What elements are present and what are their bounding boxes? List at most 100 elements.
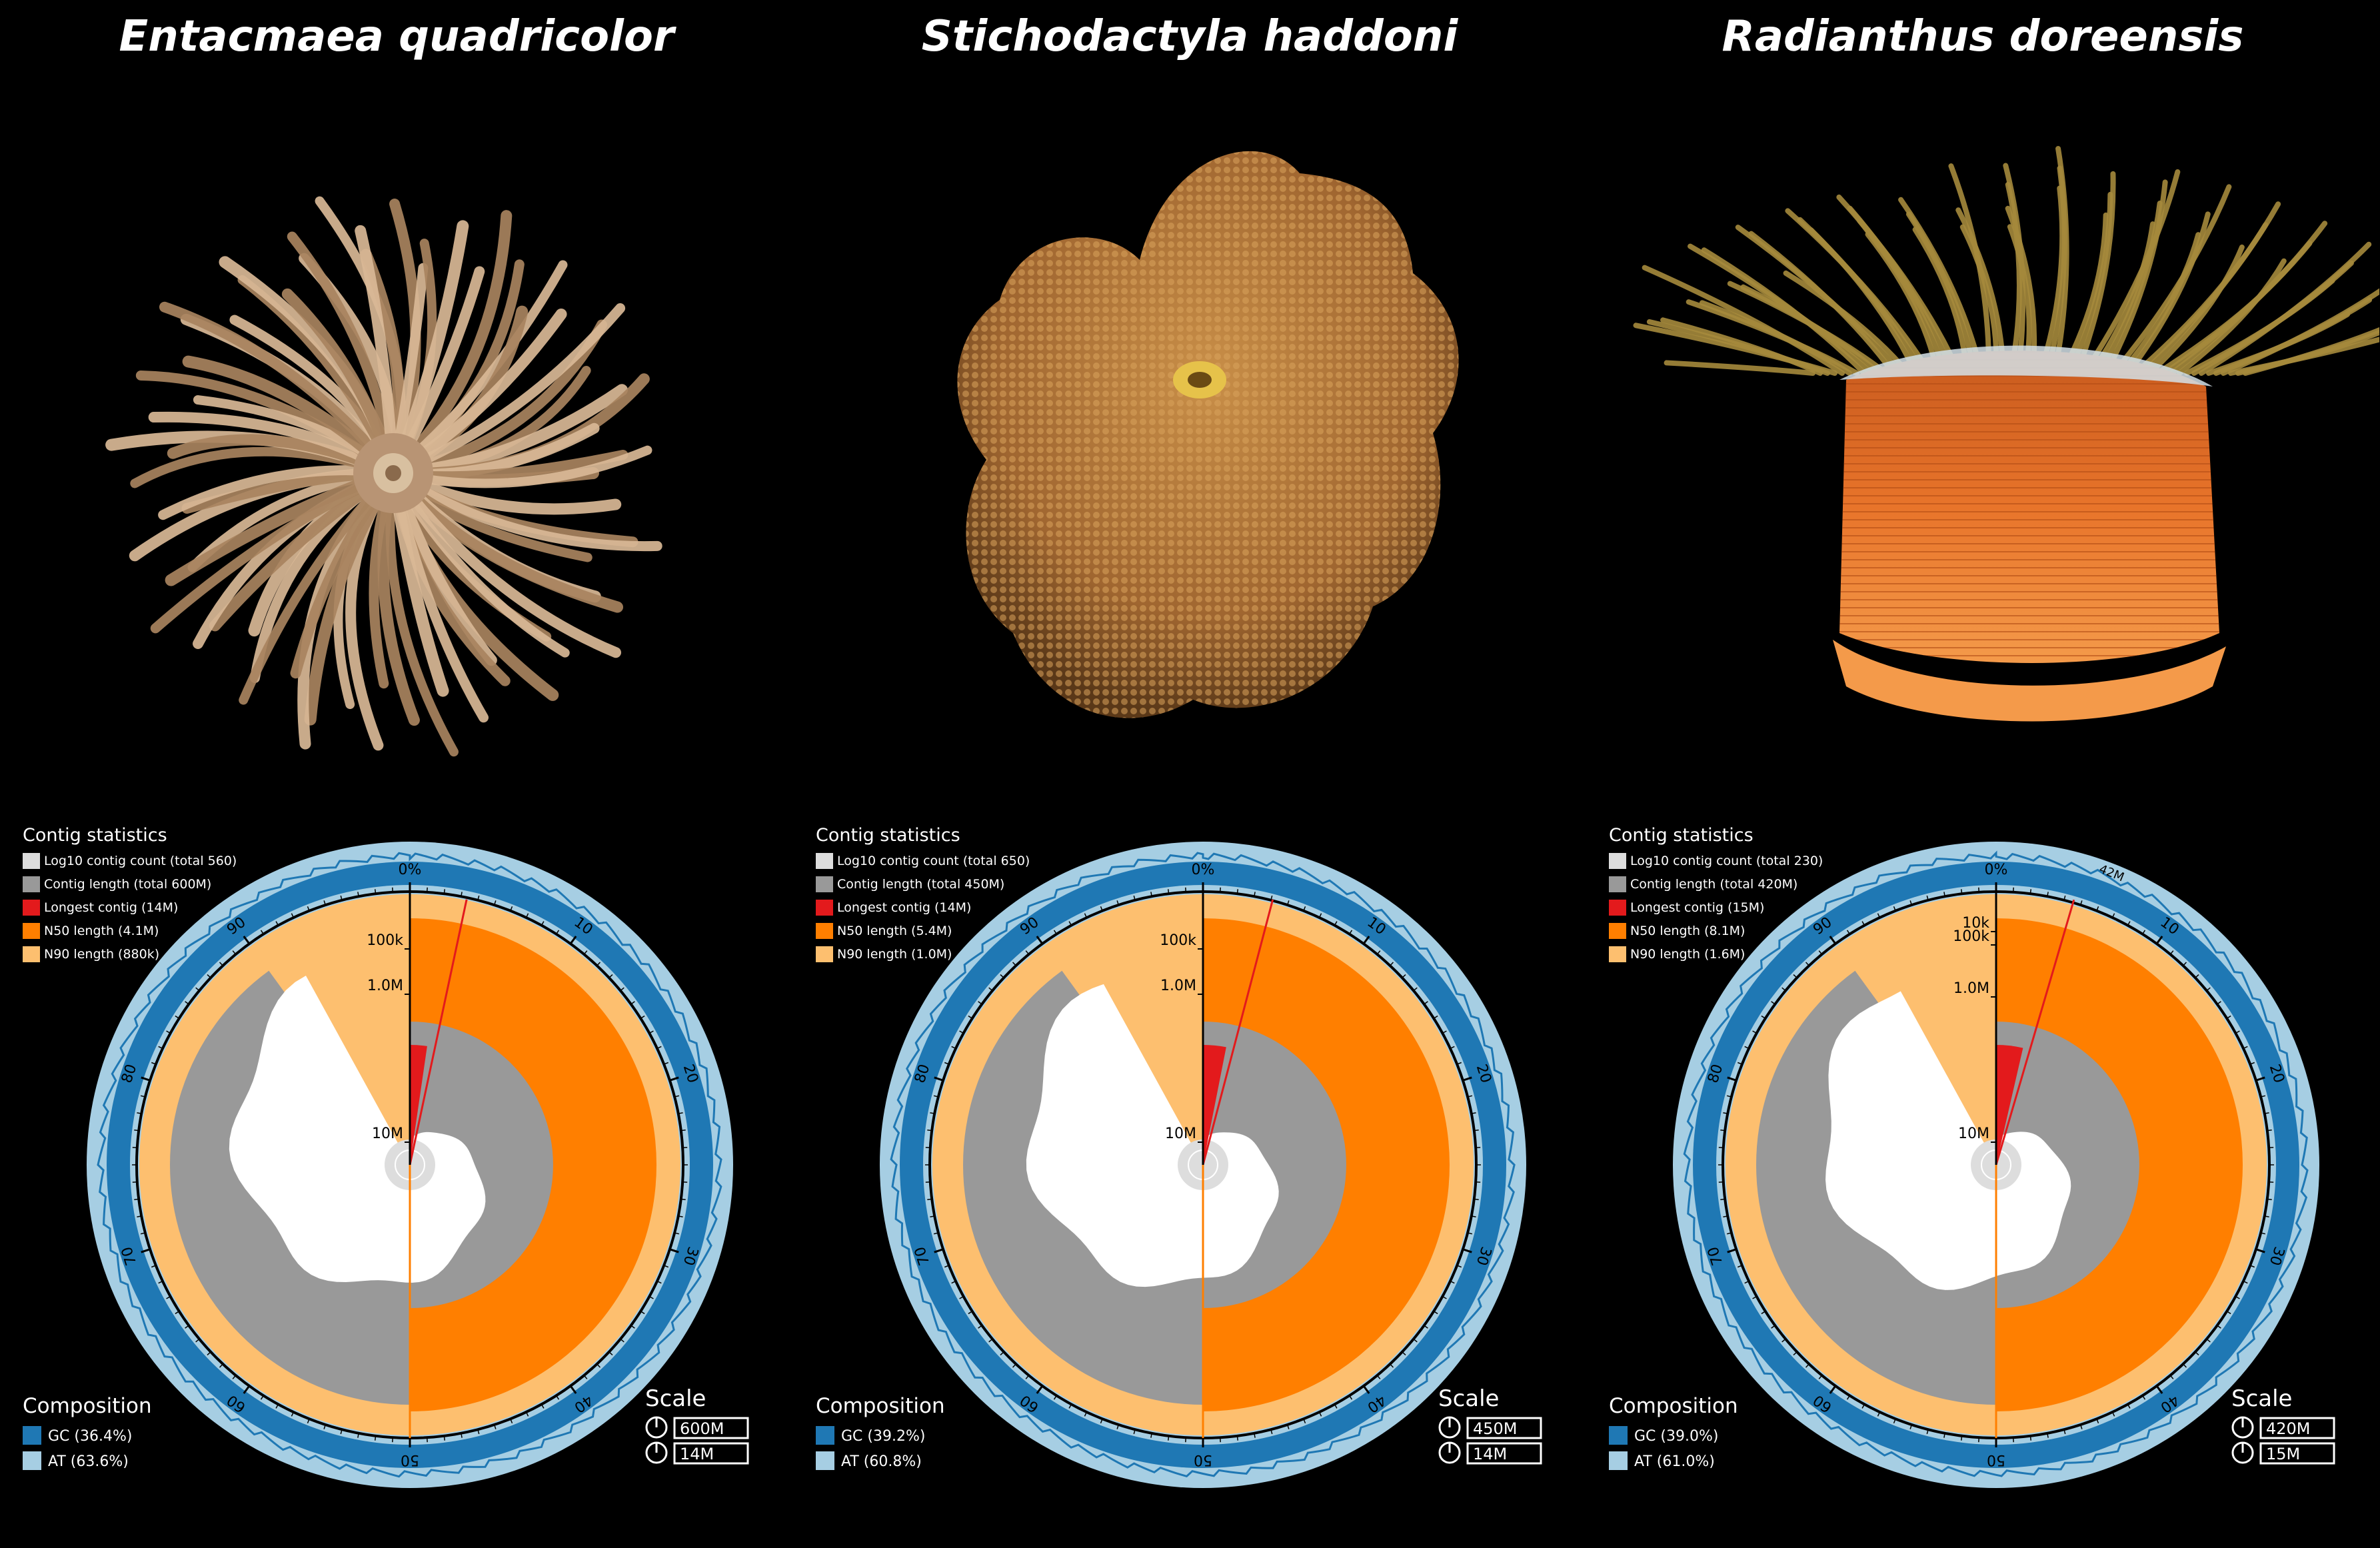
contig-spiral [1825,991,2071,1290]
percent-tick [1723,1215,1728,1217]
percent-tick [307,906,310,912]
percent-tick [2235,1295,2240,1299]
percent-tick [1167,889,1170,894]
percent-tick [1738,1062,1743,1065]
at-label: AT (63.6%) [48,1453,129,1470]
percent-tick [1012,962,1016,966]
at-swatch [816,1451,834,1470]
percent-tick [1456,1062,1462,1065]
percent-tick [2206,987,2211,992]
percent-tick [2047,1433,2049,1438]
percent-tick [959,1295,964,1299]
percent-tick [1133,895,1136,901]
percent-tick [140,1232,146,1235]
contig-statistics-title: Contig statistics [23,825,167,846]
percent-tick [1000,974,1004,978]
percent-tick [1318,1411,1322,1417]
percent-tick [656,1046,662,1050]
percent-tick [608,1351,613,1356]
tentacle-shape [2243,327,2379,376]
percent-tick [1960,889,1963,894]
log10-count-legend-swatch [816,853,833,869]
radial-tick-label: 10M [1165,1126,1196,1142]
percent-tick [1771,1001,1776,1005]
percent-tick [1909,900,1913,906]
percent-tick [1334,921,1338,926]
percent-tick [525,1411,529,1417]
longest-contig-line [409,899,468,1165]
percent-tick [1474,1129,1479,1132]
percent-tick [175,1311,180,1315]
percent-tick [1771,1325,1776,1329]
species-title: Stichodactyla haddoni [921,12,1458,61]
percent-tick [1462,1248,1472,1253]
percent-tick [2155,1385,2163,1394]
percent-tick [2127,921,2131,926]
percent-tick [944,1062,950,1065]
percent-tick [2264,1112,2269,1114]
tentacle-shape [2228,337,2379,376]
composition-title: Composition [23,1394,152,1418]
percent-tick [1450,1280,1455,1284]
percent-tick [951,1280,956,1284]
percent-tick [1943,892,1945,897]
percent-tick [1943,1433,1945,1438]
percent-tick [1068,921,1072,926]
percent-tick [2183,1363,2187,1368]
species-title: Entacmaea quadricolor [119,12,674,61]
percent-tick [1471,1215,1476,1217]
scale-inner-value: 15M [2266,1445,2300,1463]
percent-tick [2226,1015,2231,1019]
percent-tick [1793,1351,1797,1356]
percent-tick [959,1030,964,1034]
percent-tick [137,1112,142,1114]
percent-tick [166,1295,171,1299]
percent-tick [1761,1015,1766,1019]
percent-tick-label: 50 [401,1451,419,1468]
percent-tick-label: 50 [1987,1451,2005,1468]
percent-tick [1738,1265,1743,1268]
percent-tick [1116,1424,1120,1429]
percent-tick [930,1112,935,1114]
percent-tick [2243,1280,2248,1284]
percent-tick [195,1338,200,1343]
n50-legend-swatch [23,923,40,939]
percent-tick [1068,1403,1072,1409]
percent-tick [2195,1351,2199,1356]
percent-tick [1433,1311,1438,1315]
percent-tick [1236,889,1239,894]
percent-tick [1877,1411,1881,1417]
percent-tick [2255,1076,2265,1082]
percent-tick [477,1429,480,1435]
percent-tick [219,962,223,966]
percent-tick [583,1375,588,1379]
percent-tick [232,950,237,955]
longest-contig-legend-label: Longest contig (14M) [837,900,971,915]
percent-tick [243,1385,251,1394]
percent-tick [207,1351,211,1356]
percent-tick [927,1129,932,1132]
anemone-photo-radianthus [1633,146,2379,722]
percent-tick [674,1232,680,1235]
percent-tick [2206,1338,2211,1343]
percent-tick [1362,1385,1370,1394]
percent-tick [1727,1076,1737,1082]
percent-tick [2029,1435,2032,1441]
percent-tick [1025,1375,1030,1379]
percent-tick [608,974,613,978]
tentacle-shape [1686,299,1859,376]
percent-tick [2217,1325,2221,1329]
percent-tick [620,987,624,992]
percent-tick [1270,1429,1273,1435]
at-label: AT (61.0%) [1634,1453,1715,1470]
percent-tick [2183,962,2187,966]
percent-tick [2142,930,2146,935]
percent-tick [1413,987,1418,992]
percent-tick [1036,936,1044,945]
percent-tick [1334,1403,1338,1409]
percent-tick [1349,930,1353,935]
percent-tick [443,1435,446,1441]
percent-tick [2111,913,2115,918]
